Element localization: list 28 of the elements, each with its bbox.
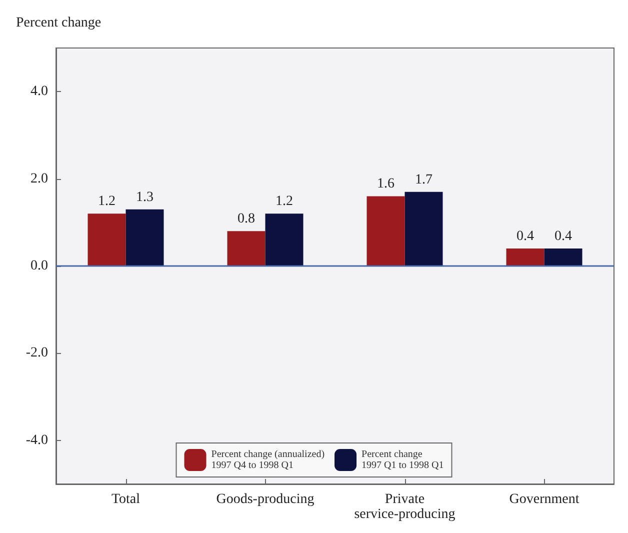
- y-tick-label: -4.0: [26, 432, 48, 448]
- data-label: 0.4: [516, 229, 534, 244]
- data-label: 0.4: [554, 229, 572, 244]
- y-tick-label: 0.0: [30, 258, 48, 274]
- y-axis-title: Percent change: [16, 16, 102, 30]
- data-label: 1.2: [276, 194, 293, 210]
- bar: [227, 231, 266, 266]
- data-label: 1.2: [98, 194, 116, 210]
- bar: [506, 248, 544, 266]
- x-tick-label: Government: [509, 492, 580, 507]
- bar: [126, 209, 164, 266]
- x-tick-label: Goods-producing: [216, 492, 314, 507]
- data-label: 0.8: [238, 212, 255, 227]
- data-label: 1.6: [377, 176, 394, 192]
- data-label: 1.3: [136, 190, 154, 205]
- y-tick-label: -2.0: [26, 346, 48, 361]
- y-tick-label: 2.0: [30, 171, 48, 186]
- bar: [265, 214, 304, 266]
- bar: [88, 214, 126, 266]
- data-label: 1.7: [415, 172, 432, 188]
- legend-label: Percent change (annualized) 1997 Q4 to 1998 Q1: [211, 449, 325, 471]
- y-tick-label: 4.0: [30, 84, 48, 100]
- x-tick-label: Private service-producing: [354, 492, 456, 522]
- x-tick-label: Total: [111, 492, 140, 507]
- bar: [544, 248, 582, 266]
- bar: [366, 196, 405, 266]
- bar: [404, 192, 443, 266]
- legend-label: Percent change 1997 Q1 to 1998 Q1: [362, 449, 444, 471]
